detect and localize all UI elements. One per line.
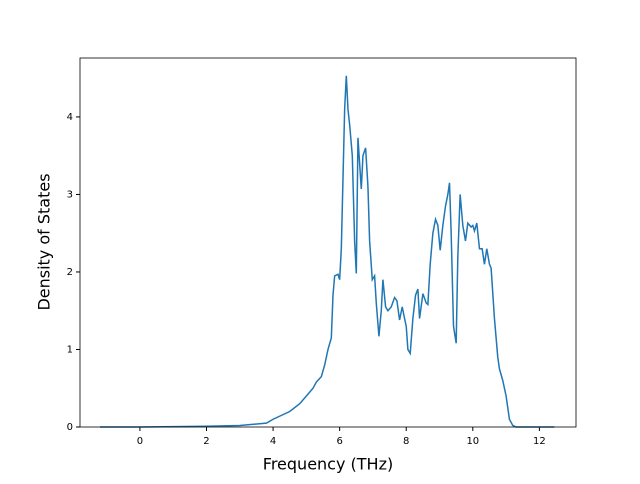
x-tick-label: 8 [403, 436, 409, 447]
x-tick-label: 6 [336, 436, 342, 447]
y-tick-label: 3 [67, 189, 73, 200]
x-tick-label: 2 [203, 436, 209, 447]
line [99, 75, 555, 428]
x-tick-label: 4 [270, 436, 276, 447]
y-tick-label: 4 [67, 112, 73, 123]
y-tick-label: 1 [67, 344, 73, 355]
y-tick-label: 2 [67, 267, 73, 278]
x-tick-label: 12 [533, 436, 546, 447]
x-tick-label: 0 [137, 436, 143, 447]
y-tick-label: 0 [67, 422, 73, 433]
y-axis-label: Density of States [35, 173, 54, 310]
x-axis-label: Frequency (THz) [263, 455, 393, 474]
x-tick-label: 10 [466, 436, 479, 447]
plot-frame [79, 57, 577, 428]
